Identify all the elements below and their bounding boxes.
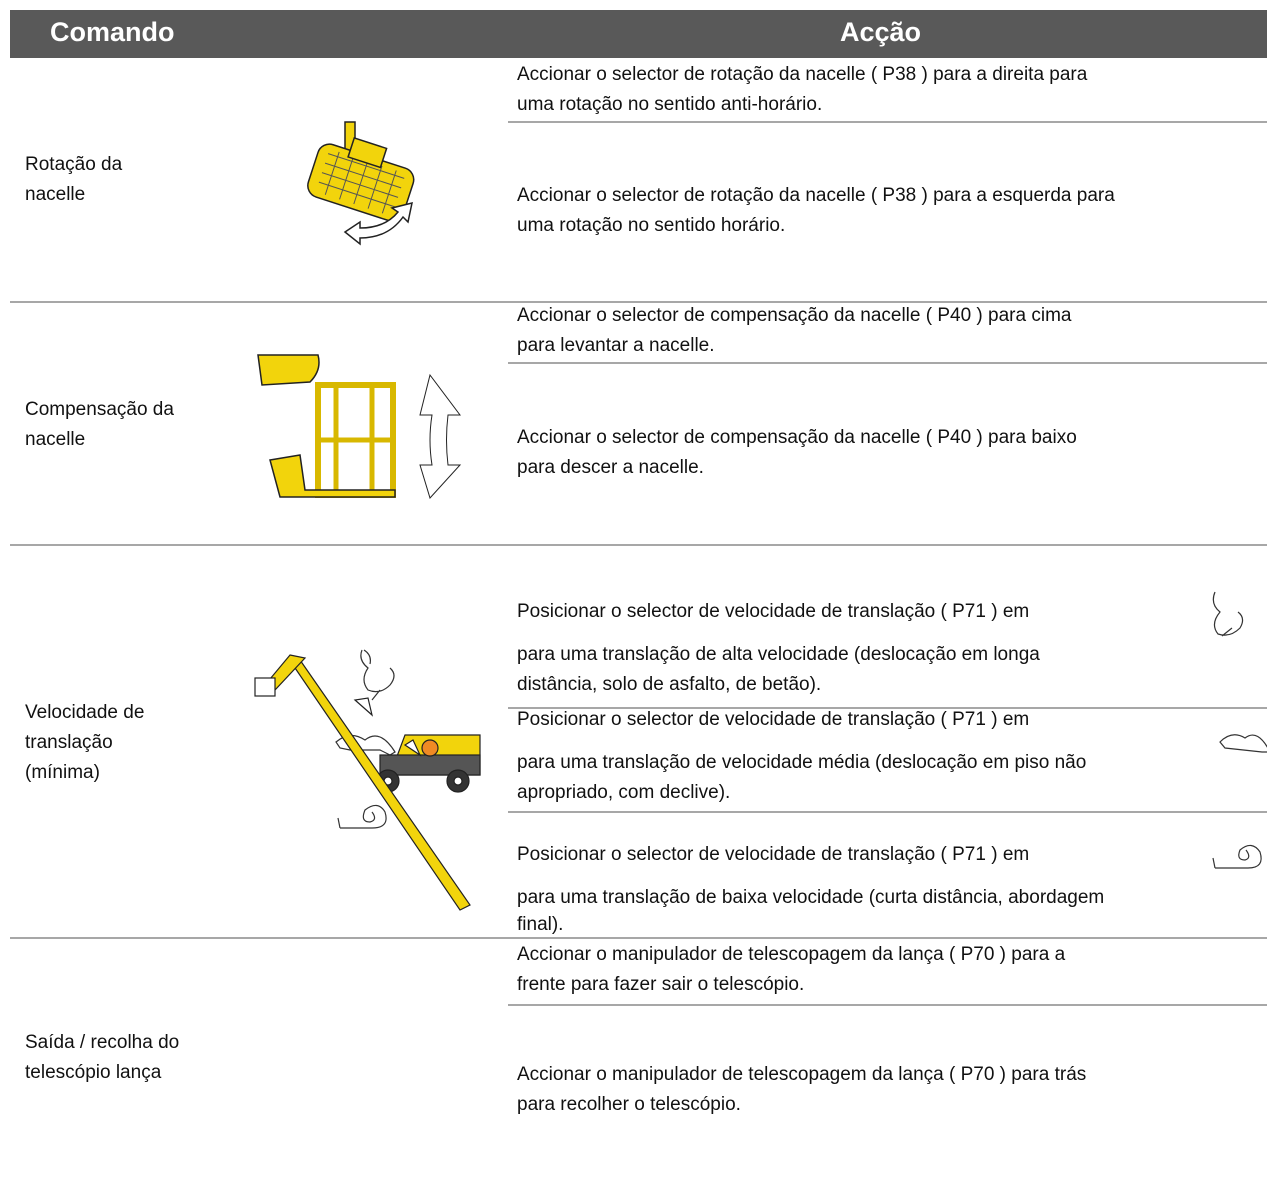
action-text: Accionar o selector de rotação da nacell… xyxy=(517,185,1115,206)
action-text: uma rotação no sentido anti-horário. xyxy=(517,94,823,115)
action-text: Accionar o selector de compensação da na… xyxy=(517,427,1077,448)
action-text: para uma translação de alta velocidade (… xyxy=(517,644,1040,665)
action-text: apropriado, com declive). xyxy=(517,782,731,803)
action-text: para recolher o telescópio. xyxy=(517,1094,741,1115)
action-text: Posicionar o selector de velocidade de t… xyxy=(517,844,1030,865)
command-label: Compensação da xyxy=(25,399,174,420)
action-text: distância, solo de asfalto, de betão). xyxy=(517,674,822,695)
action-text: final). xyxy=(517,914,564,935)
action-text: para levantar a nacelle. xyxy=(517,335,715,356)
telescope-icon xyxy=(254,654,481,911)
action-text: Accionar o selector de compensação da na… xyxy=(517,305,1072,326)
command-label: nacelle xyxy=(25,184,86,205)
action-text: Posicionar o selector de velocidade de t… xyxy=(517,709,1030,730)
row-separators xyxy=(10,121,1267,1006)
action-text: para descer a nacelle. xyxy=(517,457,704,478)
action-text: Accionar o manipulador de telescopagem d… xyxy=(517,1064,1087,1085)
command-label: Velocidade de xyxy=(25,702,145,723)
action-text: para uma translação de baixa velocidade … xyxy=(517,887,1105,908)
header-action: Acção xyxy=(840,17,922,47)
action-text: Accionar o selector de rotação da nacell… xyxy=(517,64,1088,85)
action-text: Accionar o manipulador de telescopagem d… xyxy=(517,944,1066,965)
header-command: Comando xyxy=(50,17,175,47)
header-bar xyxy=(10,10,1267,58)
action-text: Posicionar o selector de velocidade de t… xyxy=(517,601,1030,622)
command-label: (mínima) xyxy=(25,762,100,783)
command-label: nacelle xyxy=(25,429,86,450)
command-label: telescópio lança xyxy=(25,1062,162,1083)
command-label: Rotação da xyxy=(25,154,123,175)
command-label: translação xyxy=(25,732,113,753)
action-text: uma rotação no sentido horário. xyxy=(517,215,786,236)
action-text: para uma translação de velocidade média … xyxy=(517,752,1087,773)
action-text: frente para fazer sair o telescópio. xyxy=(517,974,805,995)
compensation-icon xyxy=(257,354,462,499)
command-label: Saída / recolha do xyxy=(25,1032,180,1053)
rotation-icon xyxy=(307,121,415,246)
